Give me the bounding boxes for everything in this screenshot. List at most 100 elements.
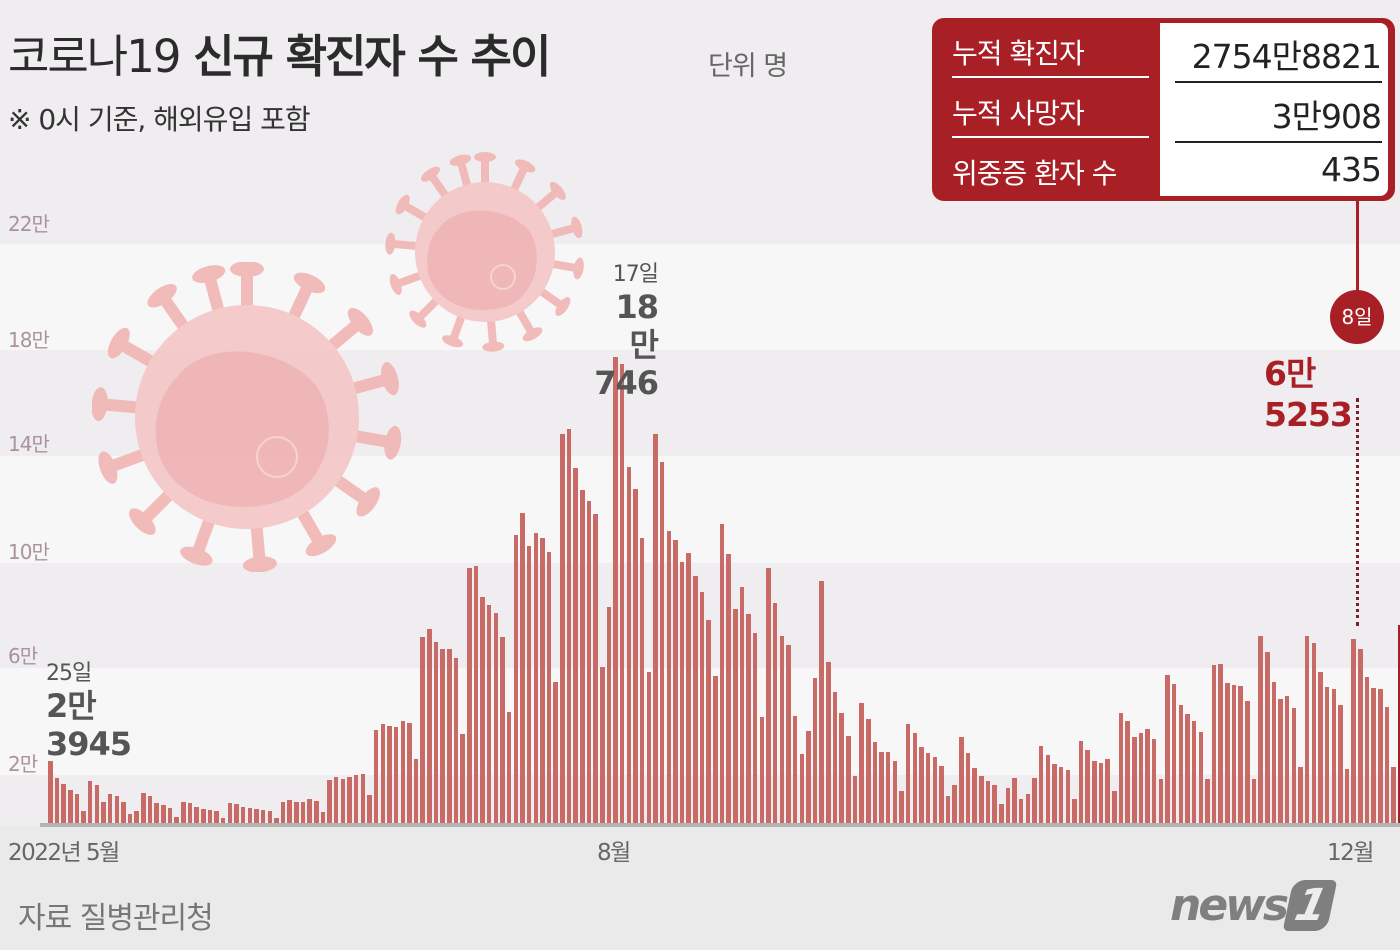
bar (1178, 705, 1184, 823)
bar (387, 726, 392, 823)
bar (413, 759, 419, 823)
bar (513, 535, 519, 823)
bar (613, 357, 618, 823)
bar (985, 781, 991, 823)
unit-label: 단위 명 (708, 51, 788, 82)
bar (400, 721, 406, 823)
bar (360, 774, 366, 823)
bar (866, 719, 871, 823)
bar (646, 672, 652, 823)
bar (473, 566, 479, 823)
bar (546, 552, 552, 823)
bar (1231, 685, 1237, 823)
bar (114, 796, 120, 823)
bar (520, 513, 525, 823)
bar (1371, 688, 1376, 823)
bar (1085, 750, 1090, 823)
bar (453, 658, 459, 823)
y-tick-6: 6만 (8, 644, 38, 668)
bar (107, 794, 113, 823)
bar (254, 809, 259, 823)
stat-label-deaths: 누적 사망자 (952, 97, 1085, 130)
bar (1171, 684, 1177, 823)
bar (1045, 755, 1051, 823)
bar (879, 752, 884, 823)
bar (347, 777, 352, 823)
bar (752, 633, 758, 823)
bar (659, 462, 665, 823)
bar (174, 817, 179, 823)
bar (81, 811, 86, 823)
stat-label-cases: 누적 확진자 (952, 37, 1085, 70)
bar (832, 692, 838, 823)
bar (1351, 639, 1356, 823)
bar (1151, 739, 1157, 823)
bar (573, 468, 578, 823)
stat-divider (952, 136, 1149, 138)
bar (141, 793, 146, 823)
bar (666, 531, 672, 823)
bar (759, 717, 765, 823)
bar (533, 533, 539, 823)
bar (314, 801, 319, 823)
bar (267, 811, 273, 823)
bar (234, 804, 239, 823)
bar (932, 757, 938, 823)
bar (846, 736, 851, 823)
bar (653, 434, 658, 823)
bar (353, 775, 359, 823)
bar (1012, 778, 1017, 823)
title-bold: 신규 확진자 수 추이 (193, 30, 551, 83)
note-text: ※ 0시 기준, 해외유입 포함 (8, 103, 311, 136)
bar (540, 538, 545, 823)
bar (207, 810, 213, 823)
bar (87, 781, 93, 823)
bar (447, 649, 452, 823)
bar (1078, 741, 1084, 823)
bar (260, 810, 266, 823)
bar (1291, 708, 1297, 823)
bar (1191, 721, 1197, 823)
bar (779, 636, 785, 823)
bar (600, 667, 605, 823)
stat-value-critical: 435 (1321, 150, 1382, 189)
bar (1298, 767, 1303, 823)
bar (912, 733, 918, 823)
bar (1211, 665, 1217, 823)
bar (274, 818, 279, 823)
bar (1238, 686, 1243, 823)
bar (1344, 769, 1350, 823)
bar (1358, 649, 1363, 823)
bar (1065, 770, 1071, 823)
bar (1251, 779, 1257, 823)
bar (1364, 677, 1370, 823)
bar (61, 784, 66, 823)
bar (693, 576, 698, 823)
bar (1304, 636, 1310, 823)
footer-area (0, 825, 1400, 950)
bar (121, 802, 126, 823)
stat-divider (1175, 141, 1382, 143)
bar (919, 747, 924, 823)
bar (1205, 779, 1210, 823)
bar (393, 727, 399, 823)
bar (792, 716, 798, 823)
bar (54, 778, 60, 823)
bar (806, 731, 811, 823)
bar (1338, 705, 1343, 823)
first-value-line2: 3945 (46, 725, 132, 763)
bar (1092, 761, 1097, 823)
bar (493, 613, 499, 823)
bar (819, 581, 824, 823)
bar (706, 620, 711, 823)
bar (979, 776, 984, 823)
bar (1331, 689, 1337, 823)
bar (214, 811, 219, 823)
bar (925, 753, 931, 823)
bar (1384, 707, 1390, 823)
bar (719, 524, 725, 823)
bar (294, 802, 299, 823)
bar (626, 467, 632, 823)
bar (1311, 643, 1317, 823)
bar (1025, 794, 1031, 823)
